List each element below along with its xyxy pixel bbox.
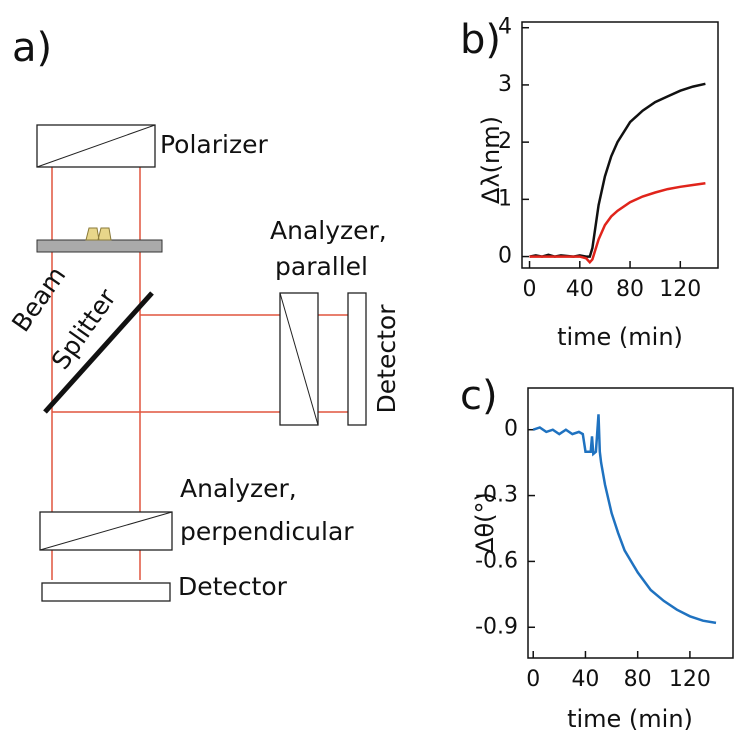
x-tick-label: 40 <box>566 277 594 302</box>
y-axis-label: Δθ(°) <box>471 492 499 554</box>
x-tick-label: 80 <box>616 277 644 302</box>
x-axis-label: time (min) <box>557 323 683 351</box>
analyzer-perpendicular-label: Analyzer, <box>180 474 297 503</box>
x-tick-label: 0 <box>523 277 537 302</box>
analyzer-parallel-label: Analyzer, <box>270 216 387 245</box>
diagram: a) Polarizer Beam Splitter Analyzer, par… <box>6 25 401 602</box>
y-tick-label: 4 <box>498 15 512 40</box>
plot-frame <box>527 387 734 659</box>
panel-label: b) <box>460 17 501 63</box>
sample <box>85 227 112 241</box>
data-line <box>532 414 717 625</box>
sample-plate <box>36 239 163 253</box>
beam-label: Beam <box>6 261 71 337</box>
plot-frame <box>521 21 719 269</box>
x-tick-label: 80 <box>624 667 652 692</box>
y-tick-label: -0.9 <box>475 614 518 639</box>
y-tick-label: -0.6 <box>475 548 518 573</box>
x-tick-label: 120 <box>669 667 711 692</box>
analyzer-axis <box>279 292 319 426</box>
y-axis-label: Δλ(nm) <box>477 116 505 204</box>
y-tick-label: 1 <box>498 186 512 211</box>
polarizer-label: Polarizer <box>160 130 268 159</box>
y-tick-label: 0 <box>498 244 512 269</box>
detector-label: Detector <box>178 572 288 601</box>
detector-label: Detector <box>372 304 401 414</box>
x-axis-label: time (min) <box>567 705 693 733</box>
detector-parallel <box>347 292 367 426</box>
beam-splitter <box>43 291 154 414</box>
x-tick-label: 120 <box>659 277 701 302</box>
detector-perpendicular <box>41 582 171 602</box>
analyzer-perpendicular-label: perpendicular <box>180 517 354 546</box>
y-tick-label: -0.3 <box>475 483 518 508</box>
panel-label: c) <box>460 373 498 419</box>
data-line <box>529 182 706 265</box>
analyzer-parallel-label: parallel <box>275 252 368 281</box>
analyzer-axis <box>39 511 173 551</box>
polarizer-axis <box>36 124 156 168</box>
x-tick-label: 40 <box>571 667 599 692</box>
beam-path <box>51 167 348 580</box>
data-line <box>529 82 706 258</box>
x-tick-label: 0 <box>526 667 540 692</box>
y-tick-label: 2 <box>498 129 512 154</box>
panel-label: a) <box>12 25 52 71</box>
y-tick-label: 3 <box>498 72 512 97</box>
y-tick-label: 0 <box>504 417 518 442</box>
